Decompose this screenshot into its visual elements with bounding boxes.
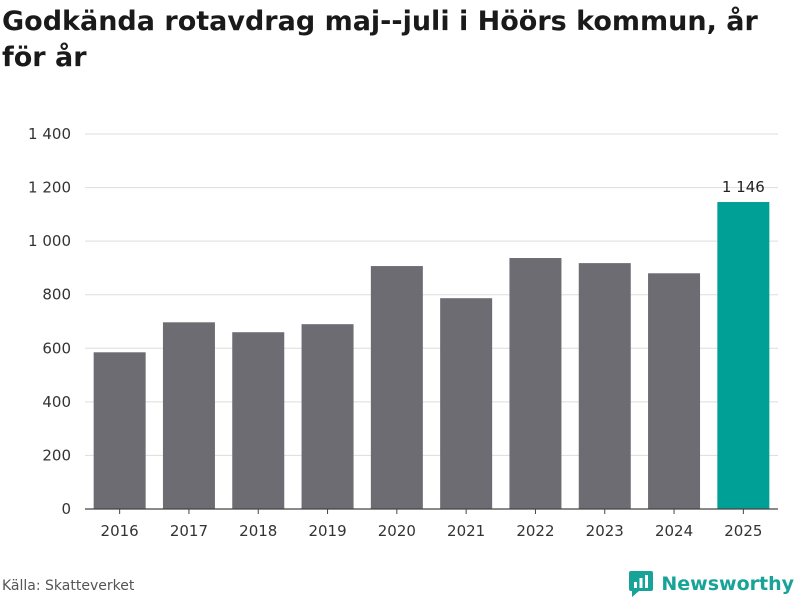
x-tick-label: 2016 bbox=[101, 522, 139, 540]
bar-2025 bbox=[717, 202, 770, 510]
bar-2020 bbox=[370, 266, 423, 509]
y-tick-label: 0 bbox=[61, 500, 71, 518]
x-tick-label: 2021 bbox=[447, 522, 485, 540]
x-tick-label: 2025 bbox=[724, 522, 762, 540]
x-tick-label: 2022 bbox=[516, 522, 554, 540]
y-axis-ticks: 0 200 400 600 800 1 000 1 200 1 400 bbox=[28, 125, 71, 518]
x-tick-label: 2024 bbox=[655, 522, 693, 540]
brand-logo: Newsworthy bbox=[628, 570, 794, 598]
bars bbox=[93, 202, 770, 510]
y-tick-label: 1 000 bbox=[28, 232, 71, 250]
y-tick-label: 200 bbox=[42, 446, 71, 464]
bar-2017 bbox=[162, 322, 215, 509]
x-tick-label: 2023 bbox=[586, 522, 624, 540]
bar-2021 bbox=[440, 298, 493, 509]
x-tick-label: 2020 bbox=[378, 522, 416, 540]
bar-2023 bbox=[578, 263, 631, 509]
y-tick-label: 1 400 bbox=[28, 125, 71, 143]
y-tick-label: 400 bbox=[42, 393, 71, 411]
chart-title: Godkända rotavdrag maj--juli i Höörs kom… bbox=[2, 6, 758, 73]
source-note: Källa: Skatteverket bbox=[2, 578, 135, 594]
x-axis-ticks: 2016 2017 2018 2019 2020 2021 2022 2023 2024 2025 bbox=[101, 509, 762, 540]
bar-2022 bbox=[509, 258, 562, 509]
data-labels: 1 146 bbox=[722, 178, 765, 196]
y-tick-label: 600 bbox=[42, 339, 71, 357]
bar-2019 bbox=[301, 324, 354, 509]
x-tick-label: 2018 bbox=[239, 522, 277, 540]
y-tick-label: 1 200 bbox=[28, 179, 71, 197]
data-label: 1 146 bbox=[722, 178, 765, 196]
bar-2018 bbox=[232, 332, 285, 509]
x-tick-label: 2017 bbox=[170, 522, 208, 540]
bar-2024 bbox=[648, 273, 701, 509]
bar-2016 bbox=[93, 352, 146, 509]
x-tick-label: 2019 bbox=[308, 522, 346, 540]
brand-name: Newsworthy bbox=[661, 573, 794, 595]
y-tick-label: 800 bbox=[42, 286, 71, 304]
newsworthy-logo-icon bbox=[629, 571, 654, 597]
